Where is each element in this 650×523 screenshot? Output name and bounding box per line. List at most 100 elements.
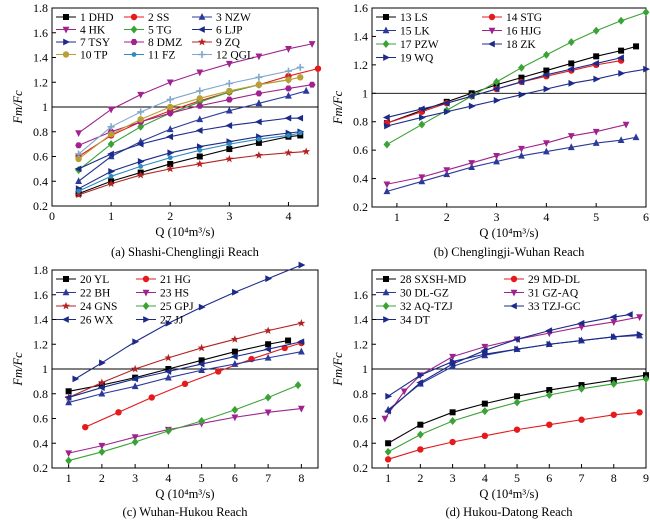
legend-label: 11 FZ [148, 50, 175, 62]
data-point [264, 393, 272, 402]
data-point [166, 96, 174, 104]
data-point [298, 261, 306, 269]
legend-entry: 1 DHD [56, 12, 114, 24]
data-point [284, 114, 292, 122]
data-point [514, 393, 521, 400]
y-tick-label: 1.4 [33, 51, 48, 65]
data-point [284, 148, 293, 157]
y-tick-label: 1.2 [33, 337, 48, 351]
data-point [567, 38, 575, 47]
data-point [385, 440, 392, 447]
legend-entry: 2 SS [124, 12, 169, 24]
data-point [617, 16, 625, 25]
legend: 1 DHD 2 SS 3 NZW 4 HK 5 TG 6 LJP 7 TSY 8 DMZ 9 Z… [56, 12, 254, 62]
data-point [384, 456, 392, 463]
data-point [296, 63, 304, 71]
data-point [568, 60, 575, 67]
series-line [68, 339, 289, 392]
legend-marker [198, 26, 205, 33]
legend-entry: 25 GPJ [136, 301, 194, 313]
panel-caption: (c) Wuhan-Hukou Reach [123, 505, 249, 519]
data-point [381, 415, 389, 423]
data-point [166, 125, 174, 133]
data-point [254, 118, 262, 126]
legend-marker [382, 288, 390, 296]
y-tick-label: 1.2 [353, 337, 368, 351]
data-point [518, 145, 525, 153]
legend-label: 29 MD-DL [528, 274, 580, 286]
legend-marker [510, 302, 517, 310]
data-point [98, 442, 106, 450]
data-point [198, 357, 205, 364]
data-point [166, 79, 174, 87]
data-point [297, 347, 305, 355]
legend-marker [131, 52, 137, 57]
x-tick-label: 4 [543, 210, 549, 224]
data-point [543, 67, 550, 74]
legend-label: 1 DHD [80, 12, 114, 24]
x-tick-label: 6 [643, 210, 649, 224]
y-tick-label: 0.8 [353, 387, 368, 401]
data-point [167, 149, 175, 157]
series-line [387, 411, 640, 460]
legend-label: 22 BH [80, 288, 110, 300]
legend-entry: 10 TP [56, 50, 108, 62]
legend-label: 27 JJ [160, 315, 184, 327]
data-point [493, 77, 500, 86]
x-axis-label: Q (10⁴m³/s) [479, 226, 538, 240]
x-tick-label: 1 [385, 471, 391, 485]
x-tick-label: 3 [132, 471, 138, 485]
series-line [386, 57, 622, 118]
data-point [285, 91, 292, 99]
series-line [68, 351, 302, 403]
data-point [593, 53, 600, 60]
data-point [383, 140, 391, 149]
legend-marker [488, 27, 496, 35]
legend-label: 26 WX [80, 315, 114, 327]
data-point [75, 177, 82, 185]
data-point [64, 394, 72, 401]
legend-entry: 34 DT [376, 315, 430, 327]
data-point [98, 389, 106, 397]
series-15-lk [383, 133, 640, 195]
data-point [618, 69, 626, 77]
data-point [230, 335, 239, 343]
legend-label: 30 DL-GZ [400, 288, 449, 300]
legend-entry: 12 QGL [192, 50, 254, 62]
data-point [196, 69, 204, 77]
data-point [225, 122, 233, 129]
data-point [609, 313, 617, 321]
data-point [98, 447, 106, 456]
y-tick-label: 1 [362, 86, 368, 100]
data-point [231, 414, 239, 422]
legend-marker [63, 14, 69, 20]
series-16-hjg [383, 121, 630, 189]
data-point [164, 353, 173, 362]
x-tick-label: 2 [417, 471, 423, 485]
y-tick-label: 1.4 [353, 313, 368, 327]
data-point [442, 99, 450, 107]
y-tick-label: 0.8 [33, 387, 48, 401]
data-point [443, 108, 451, 116]
data-point [138, 164, 144, 169]
panel-d: 1 2 3 4 5 6 7 8 9 0.2 0.4 0.6 0.8 1 1.2 1.4 1.6 Q (10⁴m³/… [331, 269, 650, 519]
data-point [419, 114, 426, 121]
data-point [633, 43, 640, 50]
series-18-zk [382, 54, 624, 121]
legend-label: 28 SXSH-MD [400, 274, 466, 286]
legend-marker [143, 316, 150, 323]
y-axis-label: Fm/Fc [331, 352, 345, 387]
data-point [137, 122, 145, 131]
x-tick-label: 3 [494, 210, 500, 224]
data-point [314, 65, 322, 72]
series-line [384, 316, 640, 419]
data-point [254, 151, 263, 159]
series-4-hk [75, 41, 316, 137]
y-tick-label: 1 [362, 362, 368, 376]
x-axis-label: Q (10⁴m³/s) [155, 487, 214, 501]
series-line [78, 68, 319, 157]
panel-b: 1 2 3 4 5 6 0.2 0.4 0.6 0.8 1 1.2 1.4 1.6 Q (10⁴m³/s) F… [331, 1, 650, 259]
legend-label: 15 LK [400, 26, 430, 38]
data-point [215, 368, 222, 375]
series-34-dt [385, 330, 644, 400]
